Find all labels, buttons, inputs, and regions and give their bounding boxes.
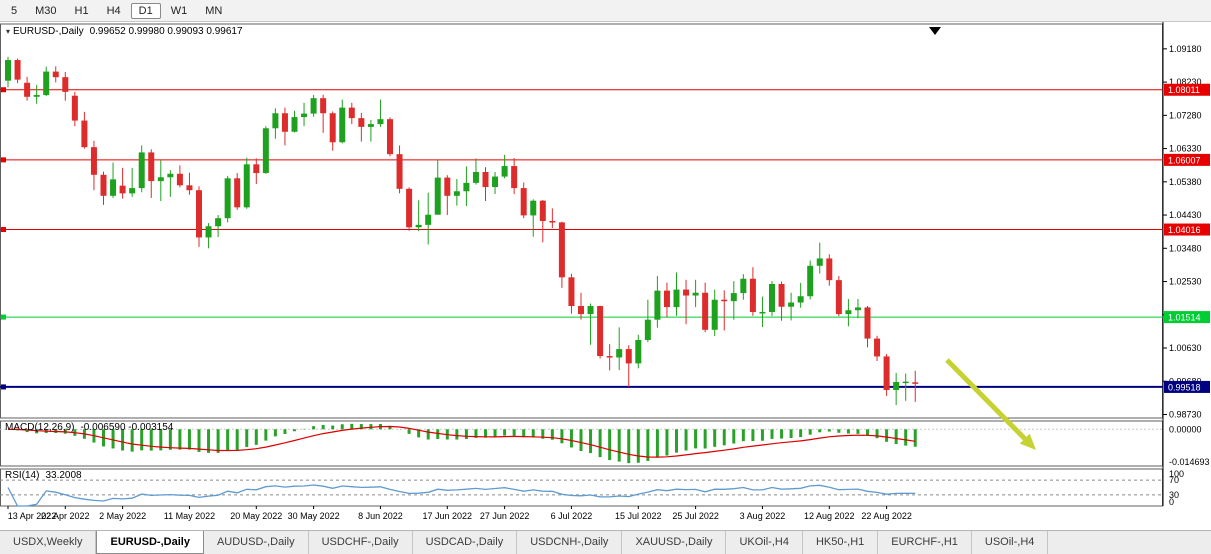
macd-name: MACD(12,26,9) — [5, 422, 75, 433]
chart-tab-eurusd-daily[interactable]: EURUSD-,Daily — [96, 531, 204, 554]
svg-text:15 Jul 2022: 15 Jul 2022 — [615, 511, 662, 521]
chart-tab-usdx-weekly[interactable]: USDX,Weekly — [0, 531, 97, 554]
svg-text:6 Jul 2022: 6 Jul 2022 — [551, 511, 593, 521]
svg-text:27 Jun 2022: 27 Jun 2022 — [480, 511, 530, 521]
price-label-0.99518 — [1164, 380, 1210, 393]
svg-text:12 Aug 2022: 12 Aug 2022 — [804, 511, 855, 521]
timeframe-button-5[interactable]: 5 — [11, 4, 18, 17]
rsi-indicator-label: RSI(14) 33.2008 — [5, 470, 82, 481]
svg-text:13 Apr 2022: 13 Apr 2022 — [8, 511, 57, 521]
macd-histogram — [16, 423, 917, 464]
svg-text:0.00000: 0.00000 — [1169, 424, 1202, 434]
chart-tab-hk50-h1[interactable]: HK50-,H1 — [803, 531, 879, 554]
price-axis[interactable]: 1.09180 1.08230 1.07280 1.06330 1.05380 1.044… — [1163, 44, 1210, 507]
chart-ohlc-values: 0.99652 0.99980 0.99093 0.99617 — [89, 26, 243, 37]
chart-symbol-label: EURUSD-,Daily — [13, 26, 84, 37]
chart-tab-usoil-h4[interactable]: USOil-,H4 — [972, 531, 1049, 554]
svg-text:0: 0 — [1169, 497, 1174, 507]
svg-text:1.04016: 1.04016 — [1168, 225, 1201, 235]
svg-text:1.06330: 1.06330 — [1169, 144, 1202, 154]
chart-tab-xauusd-daily[interactable]: XAUUSD-,Daily — [622, 531, 727, 554]
timeframe-button-h4[interactable]: H4 — [106, 4, 121, 17]
svg-text:1.01514: 1.01514 — [1168, 313, 1201, 323]
chart-tab-audusd-daily[interactable]: AUDUSD-,Daily — [204, 531, 309, 554]
svg-text:0.99518: 0.99518 — [1168, 382, 1201, 392]
svg-text:1.08011: 1.08011 — [1168, 85, 1200, 95]
rsi-name: RSI(14) — [5, 470, 40, 481]
macd-indicator-label: MACD(12,26,9) -0.006590 -0.003154 — [5, 422, 173, 433]
price-label-1.08011 — [1164, 83, 1210, 96]
svg-text:22 Apr 2022: 22 Apr 2022 — [41, 511, 90, 521]
svg-text:1.07280: 1.07280 — [1169, 110, 1202, 120]
chart-area: 1.09180 1.08230 1.07280 1.06330 1.05380 1.044… — [0, 22, 1211, 530]
rsi-line — [7, 484, 916, 507]
svg-text:1.08230: 1.08230 — [1169, 77, 1202, 87]
svg-text:30 May 2022: 30 May 2022 — [288, 511, 340, 521]
svg-text:100: 100 — [1169, 469, 1184, 479]
chart-tab-usdcad-daily[interactable]: USDCAD-,Daily — [413, 531, 518, 554]
scroll-end-marker — [929, 27, 941, 35]
chart-menu-icon[interactable]: ▾ — [6, 27, 11, 36]
chart-tab-ukoil-h4[interactable]: UKOil-,H4 — [726, 531, 803, 554]
trend-arrow[interactable] — [945, 358, 1036, 450]
chart-tab-usdchf-daily[interactable]: USDCHF-,Daily — [309, 531, 413, 554]
macd-values: -0.006590 -0.003154 — [80, 422, 174, 433]
svg-text:2 May 2022: 2 May 2022 — [99, 511, 146, 521]
svg-text:1.04430: 1.04430 — [1169, 210, 1202, 220]
svg-text:1.02530: 1.02530 — [1169, 277, 1202, 287]
price-label-1.04016 — [1164, 223, 1210, 236]
price-label-1.06007 — [1164, 153, 1210, 166]
timeframe-toolbar: 5 M30 H1 H4 D1 W1 MN — [0, 0, 1211, 22]
timeframe-button-mn[interactable]: MN — [205, 4, 223, 17]
svg-text:0.98730: 0.98730 — [1169, 410, 1202, 420]
price-label-1.01514 — [1164, 311, 1210, 324]
chart-title: ▾ EURUSD-,Daily 0.99652 0.99980 0.99093 0.… — [6, 26, 243, 37]
timeframe-button-w1[interactable]: W1 — [170, 4, 188, 17]
svg-text:30: 30 — [1169, 490, 1179, 500]
svg-text:3 Aug 2022: 3 Aug 2022 — [740, 511, 786, 521]
svg-text:25 Jul 2022: 25 Jul 2022 — [672, 511, 719, 521]
timeframe-button-d1[interactable]: D1 — [130, 2, 161, 19]
svg-text:70: 70 — [1169, 475, 1179, 485]
chart-tab-usdcnh-daily[interactable]: USDCNH-,Daily — [517, 531, 623, 554]
svg-text:8 Jun 2022: 8 Jun 2022 — [358, 511, 403, 521]
rsi-value: 33.2008 — [45, 470, 82, 481]
candles — [5, 56, 919, 406]
svg-text:22 Aug 2022: 22 Aug 2022 — [861, 511, 912, 521]
svg-text:1.03480: 1.03480 — [1169, 243, 1202, 253]
macd-signal-line — [7, 425, 916, 458]
chart-canvas[interactable]: 1.09180 1.08230 1.07280 1.06330 1.05380 1.044… — [0, 22, 1211, 530]
svg-text:1.09180: 1.09180 — [1169, 44, 1202, 54]
svg-text:1.05380: 1.05380 — [1169, 177, 1202, 187]
timeframe-button-h1[interactable]: H1 — [74, 4, 89, 17]
chart-tab-eurchf-h1[interactable]: EURCHF-,H1 — [878, 531, 972, 554]
svg-text:1.06007: 1.06007 — [1168, 155, 1201, 165]
timeframe-button-m30[interactable]: M30 — [35, 4, 57, 17]
symbol-tabbar: USDX,Weekly EURUSD-,Daily AUDUSD-,Daily USD… — [0, 530, 1211, 554]
svg-text:11 May 2022: 11 May 2022 — [164, 511, 215, 521]
svg-text:17 Jun 2022: 17 Jun 2022 — [423, 511, 473, 521]
svg-text:-0.014693: -0.014693 — [1169, 457, 1210, 467]
svg-text:20 May 2022: 20 May 2022 — [230, 511, 282, 521]
svg-text:1.00630: 1.00630 — [1169, 343, 1202, 353]
